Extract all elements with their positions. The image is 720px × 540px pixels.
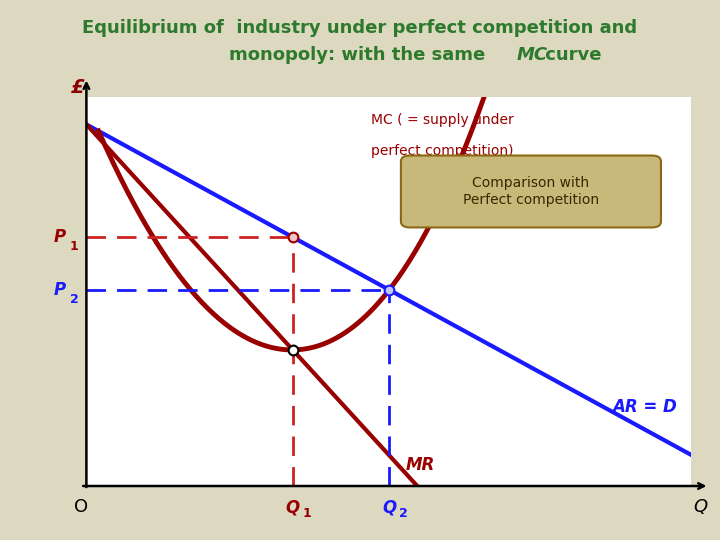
- Text: MC ( = supply under: MC ( = supply under: [371, 113, 513, 127]
- Text: curve: curve: [539, 46, 601, 64]
- Text: P: P: [54, 228, 66, 246]
- Text: £: £: [71, 78, 84, 97]
- Text: perfect competition): perfect competition): [371, 144, 513, 158]
- Text: Equilibrium of  industry under perfect competition and: Equilibrium of industry under perfect co…: [82, 19, 638, 37]
- Text: Q: Q: [693, 498, 707, 516]
- Text: P: P: [54, 281, 66, 299]
- Text: MR: MR: [405, 456, 434, 475]
- Text: monopoly: with the same: monopoly: with the same: [229, 46, 491, 64]
- Text: MC: MC: [517, 46, 548, 64]
- Text: Comparison with
Perfect competition: Comparison with Perfect competition: [463, 177, 599, 207]
- Text: 1: 1: [70, 240, 78, 253]
- Text: 2: 2: [70, 293, 78, 306]
- Text: Q: Q: [286, 498, 300, 516]
- Text: AR = D: AR = D: [613, 398, 678, 416]
- Text: O: O: [73, 498, 88, 516]
- Text: 2: 2: [399, 507, 408, 519]
- Text: 1: 1: [302, 507, 311, 519]
- Text: Q: Q: [382, 498, 396, 516]
- FancyBboxPatch shape: [401, 156, 661, 227]
